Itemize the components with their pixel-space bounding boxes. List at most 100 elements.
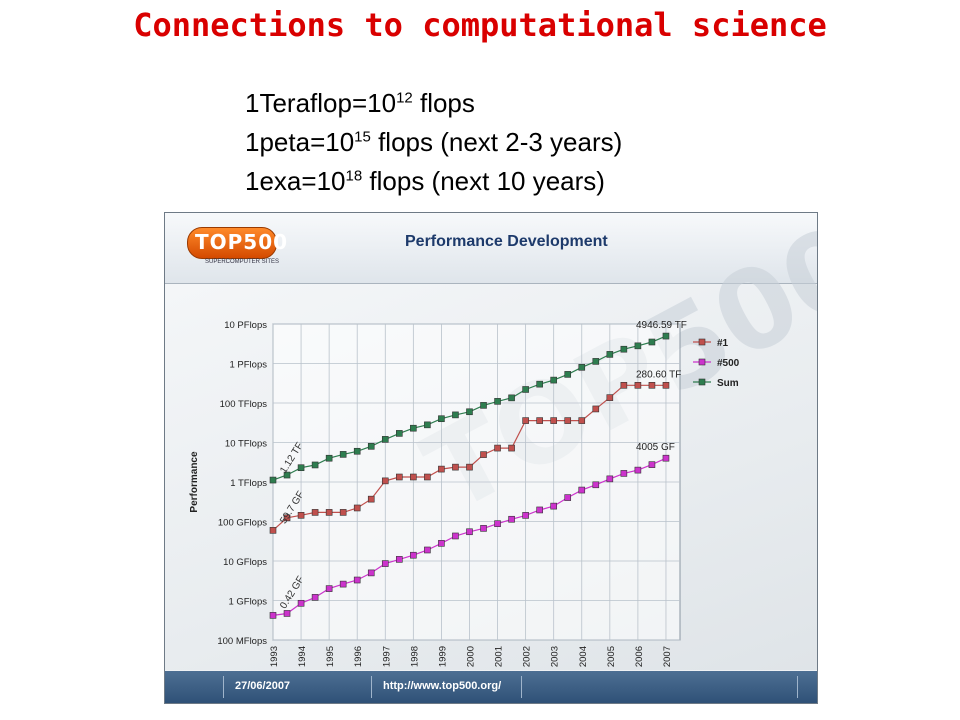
data-point xyxy=(564,494,572,501)
flops-definitions: 1Teraflop=1012 flops 1peta=1015 flops (n… xyxy=(245,84,622,201)
data-point xyxy=(564,417,572,424)
data-point xyxy=(480,402,487,409)
chart-title: Performance Development xyxy=(405,233,608,250)
footer-separator xyxy=(797,676,798,698)
data-point xyxy=(536,417,543,424)
data-point xyxy=(269,527,277,534)
data-point xyxy=(466,463,473,471)
data-point xyxy=(578,486,586,494)
data-point xyxy=(620,470,628,477)
top500-logo: TOP500 SUPERCOMPUTER SITES xyxy=(187,227,287,269)
data-point xyxy=(648,382,656,389)
legend-label: #500 xyxy=(717,358,740,369)
data-point xyxy=(550,417,557,424)
x-tick-label: 1995 xyxy=(325,646,336,667)
data-point xyxy=(578,417,586,424)
data-point xyxy=(325,585,333,592)
data-point xyxy=(438,540,445,547)
footer-url[interactable]: http://www.top500.org/ xyxy=(383,680,502,692)
data-point xyxy=(311,594,319,601)
legend-label: Sum xyxy=(717,378,739,389)
data-point xyxy=(297,512,305,519)
data-point xyxy=(578,364,586,371)
data-point xyxy=(634,382,642,389)
petaflop-prefix: 1peta=10 xyxy=(245,127,355,157)
logo-subtext: SUPERCOMPUTER SITES xyxy=(205,259,280,265)
data-point xyxy=(550,502,557,510)
data-point xyxy=(396,473,403,481)
x-tick-label: 2000 xyxy=(465,646,476,667)
data-point xyxy=(606,394,614,401)
slide-title: Connections to computational science xyxy=(133,6,827,44)
data-point xyxy=(339,451,347,458)
footer-date: 27/06/2007 xyxy=(235,680,291,692)
data-point xyxy=(325,509,333,516)
exaflop-suffix: flops (next 10 years) xyxy=(362,166,605,196)
data-point xyxy=(452,411,459,419)
x-tick-label: 2004 xyxy=(578,646,589,667)
data-point xyxy=(522,512,529,519)
data-point xyxy=(283,471,291,479)
data-point xyxy=(592,358,600,365)
x-tick-label: 2003 xyxy=(550,646,561,667)
data-point xyxy=(452,463,459,471)
performance-chart: 100 MFlops 1 GFlops 10 GFlops 100 GFlops 1 T… xyxy=(189,320,740,667)
data-point xyxy=(522,386,529,393)
panel-footer: 27/06/2007 http://www.top500.org/ xyxy=(165,671,817,703)
data-point xyxy=(606,475,614,483)
data-point xyxy=(325,454,333,462)
data-point xyxy=(396,430,403,437)
exaflop-exponent: 18 xyxy=(345,167,363,185)
data-point xyxy=(466,528,473,536)
data-point xyxy=(269,612,277,619)
x-tick-label: 1997 xyxy=(381,646,392,667)
footer-separator xyxy=(521,676,522,698)
data-point xyxy=(424,473,431,481)
data-point xyxy=(662,454,670,462)
data-point xyxy=(269,476,277,484)
data-point xyxy=(283,610,291,617)
footer-separator xyxy=(371,676,372,698)
footer-separator xyxy=(223,676,224,698)
data-point xyxy=(438,415,445,423)
data-point xyxy=(410,551,417,559)
series-end-label: 4005 GF xyxy=(636,442,675,453)
data-point xyxy=(297,599,305,607)
data-point xyxy=(438,465,445,473)
x-tick-label: 2007 xyxy=(662,646,673,667)
data-point xyxy=(466,408,473,416)
petaflop-line: 1peta=1015 flops (next 2-3 years) xyxy=(245,123,622,162)
x-tick-label: 1996 xyxy=(353,646,364,667)
data-point xyxy=(311,509,319,516)
data-point xyxy=(536,380,543,388)
y-tick-label: 100 GFlops xyxy=(218,518,267,529)
legend-marker xyxy=(698,378,706,386)
data-point xyxy=(606,351,614,358)
data-point xyxy=(648,461,656,468)
y-axis-label: Performance xyxy=(189,451,200,513)
x-tick-label: 1994 xyxy=(297,646,308,667)
data-point xyxy=(353,576,361,584)
y-tick-label: 10 GFlops xyxy=(223,557,267,568)
data-point xyxy=(550,376,557,384)
series-end-label: 4946.59 TF xyxy=(636,320,687,331)
data-point xyxy=(410,473,417,481)
data-point xyxy=(536,506,543,514)
data-point xyxy=(424,546,431,554)
data-point xyxy=(634,466,642,474)
y-tick-label: 1 GFlops xyxy=(228,597,267,608)
x-tick-label: 2006 xyxy=(634,646,645,667)
data-point xyxy=(620,382,628,389)
legend-label: #1 xyxy=(717,338,729,349)
teraflop-exponent: 12 xyxy=(396,89,413,107)
logo-text: TOP500 xyxy=(195,230,289,254)
data-point xyxy=(353,504,361,512)
data-point xyxy=(367,569,375,577)
data-point xyxy=(297,464,305,472)
data-point xyxy=(648,338,656,346)
data-point xyxy=(381,477,389,485)
data-point xyxy=(480,525,487,532)
data-point xyxy=(424,421,431,429)
logo-badge xyxy=(187,227,277,259)
data-point xyxy=(381,560,389,567)
